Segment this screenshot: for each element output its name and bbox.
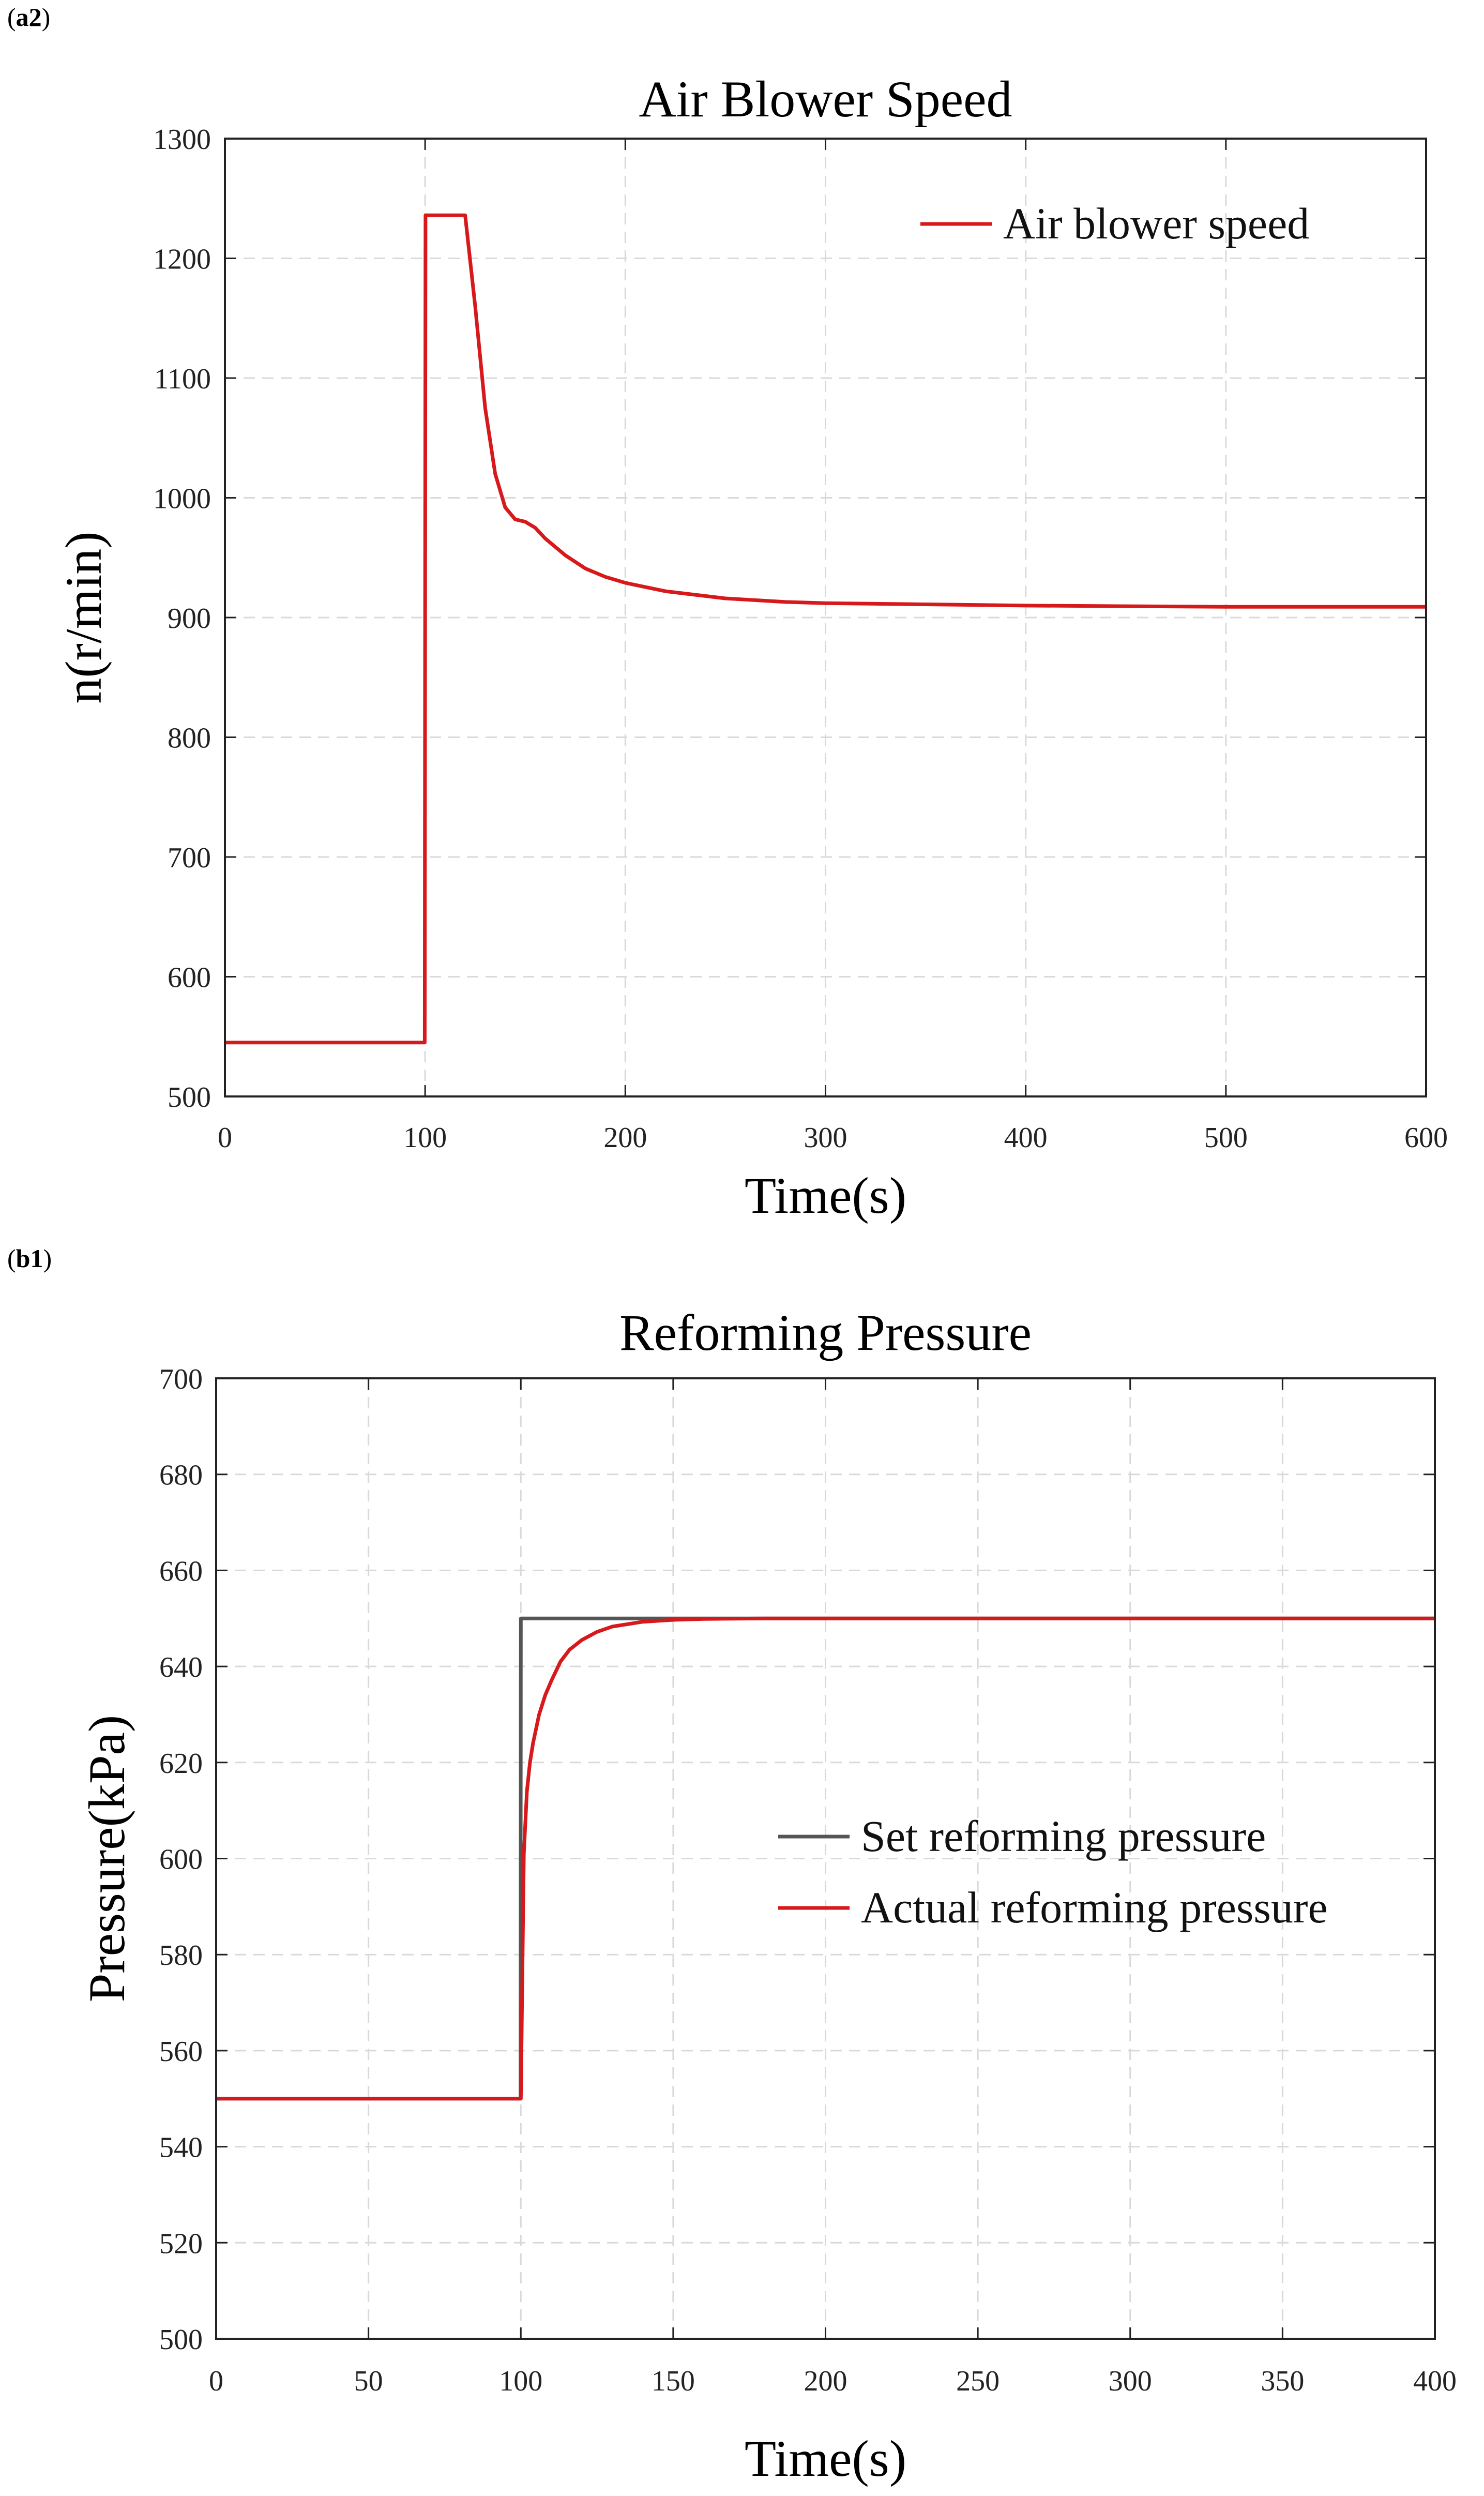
y-tick-label: 660 xyxy=(159,1555,203,1587)
x-tick-label: 200 xyxy=(603,1122,647,1154)
y-axis-label: n(r/min) xyxy=(55,531,112,703)
y-tick-label: 1300 xyxy=(153,124,211,156)
y-tick-label: 600 xyxy=(168,962,211,994)
x-tick-label: 250 xyxy=(956,2365,1000,2397)
y-tick-label: 900 xyxy=(168,603,211,635)
x-tick-label: 500 xyxy=(1204,1122,1248,1154)
x-tick-label: 0 xyxy=(218,1122,232,1154)
x-tick-label: 100 xyxy=(403,1122,447,1154)
y-tick-label: 540 xyxy=(159,2132,203,2164)
legend-label: Air blower speed xyxy=(1003,199,1309,248)
panel-label-a2: (a2) xyxy=(7,2,50,32)
x-tick-label: 400 xyxy=(1004,1122,1048,1154)
y-tick-label: 1200 xyxy=(153,244,211,276)
y-tick-label: 680 xyxy=(159,1460,203,1492)
panel-label-text: b1 xyxy=(16,1244,43,1273)
x-tick-label: 150 xyxy=(652,2365,695,2397)
panel-label-open: ( xyxy=(7,3,16,32)
legend-label: Set reforming pressure xyxy=(861,1811,1266,1861)
panel-label-open: ( xyxy=(7,1244,16,1273)
series-line-0 xyxy=(225,213,1426,1045)
x-tick-label: 400 xyxy=(1413,2365,1457,2397)
y-tick-label: 620 xyxy=(159,1748,203,1780)
y-tick-label: 560 xyxy=(159,2036,203,2068)
x-tick-label: 50 xyxy=(354,2365,383,2397)
chart-title: Reforming Pressure xyxy=(619,1304,1032,1361)
panel-label-b1: (b1) xyxy=(7,1243,52,1273)
y-tick-label: 500 xyxy=(168,1081,211,1114)
panel-label-close: ) xyxy=(43,1244,52,1273)
air-blower-speed-chart: 0 100 200 300 400 500 600 500 600 700 800 900 1000 11… xyxy=(55,70,1448,1224)
chart-title: Air Blower Speed xyxy=(639,70,1012,128)
y-tick-label: 520 xyxy=(159,2228,203,2260)
y-tick-label: 700 xyxy=(168,842,211,874)
y-axis-label: Pressure(kPa) xyxy=(78,1715,135,2002)
panel-label-close: ) xyxy=(41,3,51,32)
legend-label: Actual reforming pressure xyxy=(861,1883,1328,1932)
y-tick-label: 1000 xyxy=(153,483,211,515)
y-tick-label: 1100 xyxy=(154,363,211,395)
y-tick-label: 580 xyxy=(159,1939,203,1972)
x-tick-label: 350 xyxy=(1261,2365,1304,2397)
x-tick-label: 0 xyxy=(209,2365,223,2397)
x-axis-label: Time(s) xyxy=(745,1167,906,1224)
x-tick-label: 300 xyxy=(804,1122,847,1154)
x-tick-label: 600 xyxy=(1404,1122,1448,1154)
x-tick-label: 300 xyxy=(1109,2365,1152,2397)
x-tick-label: 200 xyxy=(804,2365,847,2397)
x-tick-label: 100 xyxy=(499,2365,542,2397)
y-tick-label: 640 xyxy=(159,1651,203,1683)
y-tick-label: 700 xyxy=(159,1363,203,1395)
x-axis-label: Time(s) xyxy=(745,2430,906,2487)
y-tick-label: 500 xyxy=(159,2324,203,2356)
series-line-1 xyxy=(216,1616,1435,2101)
panel-label-text: a2 xyxy=(16,3,42,32)
y-tick-label: 600 xyxy=(159,1844,203,1876)
reforming-pressure-chart: 0 50 100 150 200 250 300 350 400 500 520 540 560 580 6… xyxy=(78,1304,1457,2487)
y-tick-label: 800 xyxy=(168,723,211,755)
